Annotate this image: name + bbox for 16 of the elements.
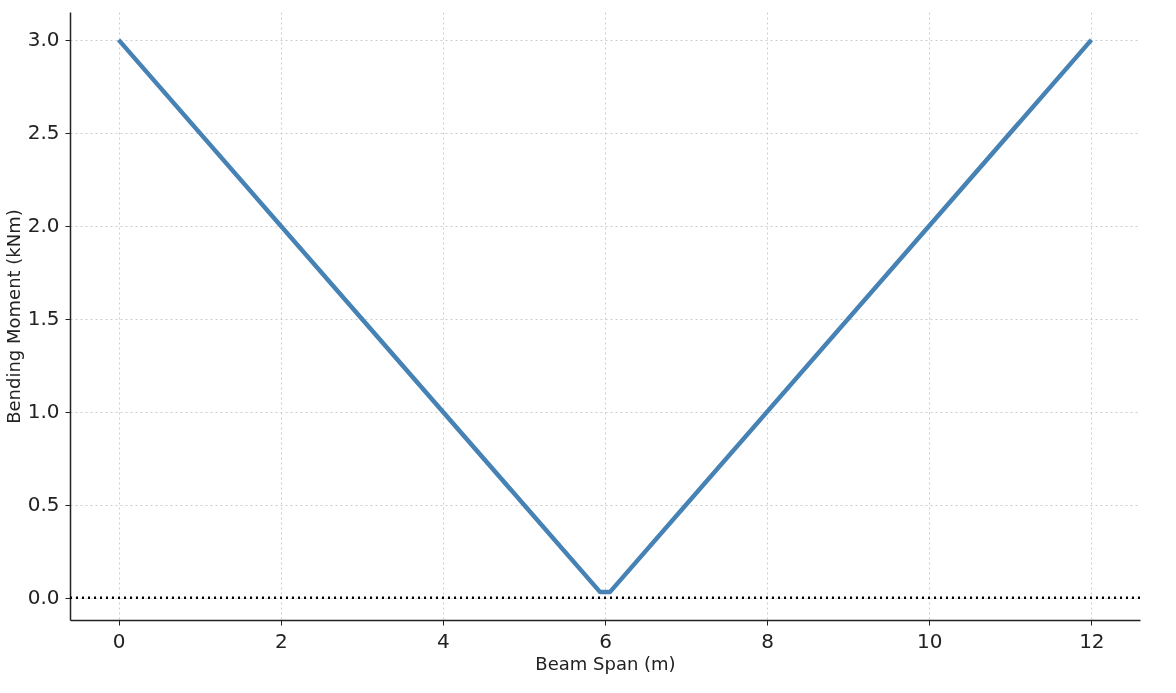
x-axis-title: Beam Span (m) <box>535 652 676 674</box>
x-tick-label: 10 <box>917 628 943 653</box>
x-tick-label: 8 <box>761 628 774 653</box>
y-tick-label: 1.0 <box>27 399 60 424</box>
y-tick-label: 0.5 <box>27 492 60 517</box>
x-tick-label: 2 <box>274 628 288 653</box>
y-tick-label: 0.0 <box>27 585 60 610</box>
x-tick-label: 12 <box>1079 628 1105 653</box>
y-tick-label: 1.5 <box>27 306 60 331</box>
x-tick-label: 6 <box>599 628 612 653</box>
x-tick-label: 4 <box>437 628 450 653</box>
y-tick-label: 3.0 <box>27 27 60 52</box>
y-axis-title: Bending Moment (kNm) <box>2 209 24 424</box>
y-tick-label: 2.0 <box>27 213 60 238</box>
x-tick-label: 0 <box>112 628 126 653</box>
y-tick-label: 2.5 <box>27 120 60 145</box>
